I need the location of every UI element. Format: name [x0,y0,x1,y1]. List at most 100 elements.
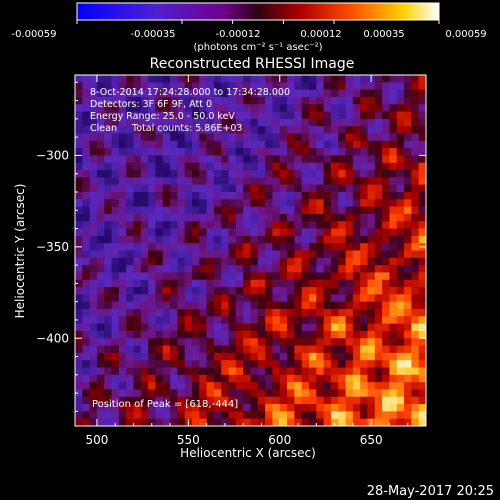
heatmap-cell [126,75,134,83]
heatmap-cell [133,330,142,339]
heatmap-cell [287,279,295,288]
heatmap-cell [360,82,368,91]
heatmap-cell [199,199,208,208]
heatmap-cell [374,323,383,332]
heatmap-cell [389,184,398,193]
heatmap-cell [301,301,310,310]
heatmap-cell [126,287,134,295]
heatmap-cell [213,404,222,412]
heatmap-cell [206,279,215,288]
heatmap-cell [272,323,281,332]
heatmap-cell [345,382,354,390]
x-tick-label: 550 [177,433,200,447]
heatmap-cell [221,96,229,105]
heatmap-cell [199,140,208,149]
heatmap-cell [89,389,98,398]
heatmap-cell [199,126,208,134]
x-axis-label: Heliocentric X (arcsec) [180,446,316,460]
heatmap-cell [243,418,251,426]
heatmap-cell [126,82,134,91]
heatmap-cell [192,118,200,127]
heatmap-cell [294,89,303,98]
heatmap-cell [352,75,361,83]
heatmap-cell [404,265,412,273]
heatmap-cell [221,265,229,273]
heatmap-cell [345,352,354,361]
heatmap-cell [221,206,229,215]
heatmap-cell [287,404,295,412]
heatmap-cell [126,330,134,339]
heatmap-cell [184,374,193,383]
heatmap-cell [118,272,127,281]
heatmap-cell [170,221,178,229]
heatmap-cell [170,126,178,134]
heatmap-cell [228,345,237,354]
heatmap-cell [111,309,120,317]
heatmap-cell [82,294,91,303]
heatmap-cell [140,389,149,398]
heatmap-cell [330,82,339,91]
heatmap-cell [389,170,398,178]
heatmap-cell [184,279,193,288]
heatmap-cell [213,309,222,317]
heatmap-cell [148,228,156,237]
heatmap-cell [374,221,383,229]
heatmap-cell [257,265,266,273]
heatmap-cell [301,243,310,251]
heatmap-cell [170,111,178,120]
heatmap-cell [133,411,142,420]
heatmap-cell [374,162,383,171]
heatmap-cell [140,133,149,142]
heatmap-cell [96,162,105,171]
heatmap-cell [82,177,91,186]
heatmap-cell [177,257,186,266]
heatmap-cell [257,294,266,303]
heatmap-cell [206,316,215,325]
heatmap-cell [330,338,339,346]
heatmap-cell [133,228,142,237]
heatmap-cell [82,118,91,127]
heatmap-cell [367,257,376,266]
heatmap-cell [228,396,237,405]
heatmap-cell [82,330,91,339]
heatmap-cell [228,118,237,127]
heatmap-cell [345,118,354,127]
heatmap-cell [330,104,339,112]
heatmap-cell [279,272,288,281]
heatmap-cell [360,294,368,303]
heatmap-cell [330,96,339,105]
heatmap-cell [221,309,229,317]
heatmap-cell [111,367,120,376]
heatmap-cell [404,177,412,186]
heatmap-cell [287,192,295,200]
heatmap-cell [382,111,390,120]
heatmap-cell [396,265,405,273]
heatmap-cell [140,382,149,390]
heatmap-cell [316,228,325,237]
heatmap-cell [192,309,200,317]
heatmap-cell [162,177,171,186]
heatmap-cell [104,301,112,310]
heatmap-cell [126,294,134,303]
heatmap-cell [96,155,105,164]
heatmap-cell [96,177,105,186]
heatmap-cell [75,360,83,368]
heatmap-cell [257,352,266,361]
colorbar-tick-label: 0.00012 [300,29,341,40]
heatmap-cell [170,367,178,376]
heatmap-cell [301,352,310,361]
heatmap-cell [257,323,266,332]
y-axis-label: Heliocentric Y (arcsec) [13,184,27,319]
heatmap-cell [82,250,91,259]
heatmap-cell [352,155,361,164]
heatmap-cell [140,104,149,112]
heatmap-cell [133,177,142,186]
heatmap-cell [396,418,405,426]
heatmap-cell [367,243,376,251]
heatmap-cell [192,199,200,208]
heatmap-cell [309,170,317,178]
heatmap-cell [279,404,288,412]
heatmap-cell [257,382,266,390]
heatmap-cell [104,279,112,288]
heatmap-cell [309,235,317,244]
